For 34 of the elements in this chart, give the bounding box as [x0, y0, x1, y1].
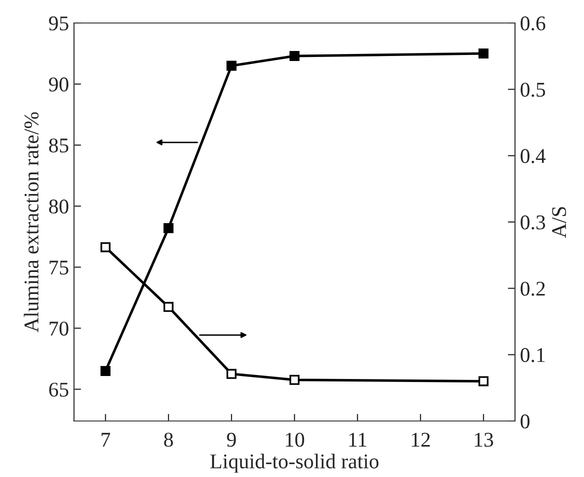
y2-tick-label: 0.6: [520, 16, 546, 31]
x-tick-label: 12: [412, 432, 430, 447]
y2-tick-label: 0: [520, 414, 530, 428]
y-tick-label: 65: [49, 382, 68, 397]
y-tick-label: 95: [48, 16, 68, 30]
point: [164, 223, 174, 234]
x-tick-label: 10: [286, 432, 304, 447]
point: [100, 242, 110, 252]
x-tick-label: 9: [226, 432, 236, 447]
y-tick-label: 70: [50, 322, 68, 336]
y2-tick-label: 0.5: [520, 82, 546, 97]
point: [290, 50, 300, 61]
y-tick-label: 75: [50, 260, 68, 275]
y2-axis-title: A/S: [552, 207, 566, 238]
x-tick-label: 13: [474, 432, 494, 447]
y-axis-title: Alumina extraction rate/%: [24, 112, 39, 332]
y2-tick-label: 0.4: [520, 149, 546, 164]
point: [100, 366, 110, 376]
x-tick-label: 8: [164, 432, 173, 447]
y-tick-label: 85: [49, 138, 68, 153]
y-tick-label: 80: [49, 200, 68, 214]
y2-tick-label: 0.1: [520, 348, 545, 362]
point: [226, 60, 236, 71]
point: [164, 302, 174, 312]
y-tick-label: 90: [48, 77, 68, 92]
point: [290, 374, 300, 385]
y2-tick-label: 0.2: [520, 282, 545, 296]
x-axis-title: Liquid-to-solid ratio: [210, 454, 378, 473]
point: [478, 48, 488, 59]
x-tick-label: 11: [349, 432, 366, 447]
y2-tick-label: 0.3: [520, 215, 546, 230]
x-tick-label: 7: [102, 432, 110, 447]
point: [478, 376, 488, 386]
point: [226, 368, 236, 379]
